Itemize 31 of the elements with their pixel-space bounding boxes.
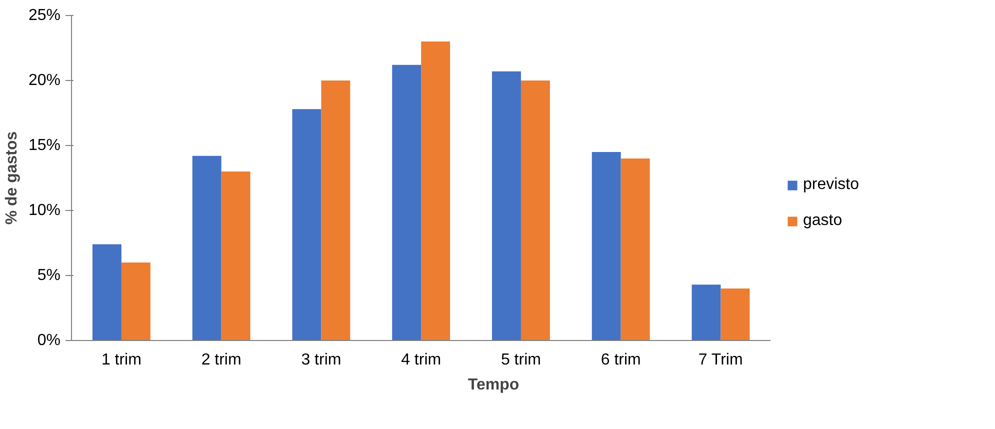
bar [221, 172, 250, 340]
y-tick-label: 20% [28, 72, 61, 89]
x-tick-label: 4 trim [401, 352, 442, 368]
legend-label: previsto [803, 176, 860, 194]
bar [520, 80, 550, 340]
bar [392, 64, 422, 340]
x-tick-label: 3 trim [301, 352, 342, 368]
x-axis-title: Tempo [468, 376, 520, 394]
y-tick-label: 10% [28, 202, 61, 219]
y-axis-title: % de gastos [3, 131, 20, 225]
x-tick-label: 2 trim [201, 352, 242, 368]
x-tick-label: 6 trim [600, 352, 641, 368]
bar [92, 244, 122, 340]
bar [492, 71, 521, 340]
bar [620, 158, 650, 340]
x-tick-label: 5 trim [500, 352, 541, 368]
bar [321, 80, 350, 340]
x-tick-label: 7 Trim [698, 352, 743, 368]
legend-label: gasto [803, 212, 842, 230]
y-tick-label: 15% [28, 137, 61, 154]
y-tick-label: 25% [28, 7, 61, 24]
x-tick-label: 1 trim [101, 352, 142, 368]
bar [720, 288, 750, 340]
bar [692, 284, 721, 340]
bar [592, 152, 621, 340]
y-tick-label: 0% [37, 332, 60, 349]
bar [421, 42, 450, 340]
y-tick-label: 5% [37, 267, 60, 284]
bar [292, 109, 322, 340]
bar [121, 262, 150, 340]
bar [192, 156, 222, 340]
